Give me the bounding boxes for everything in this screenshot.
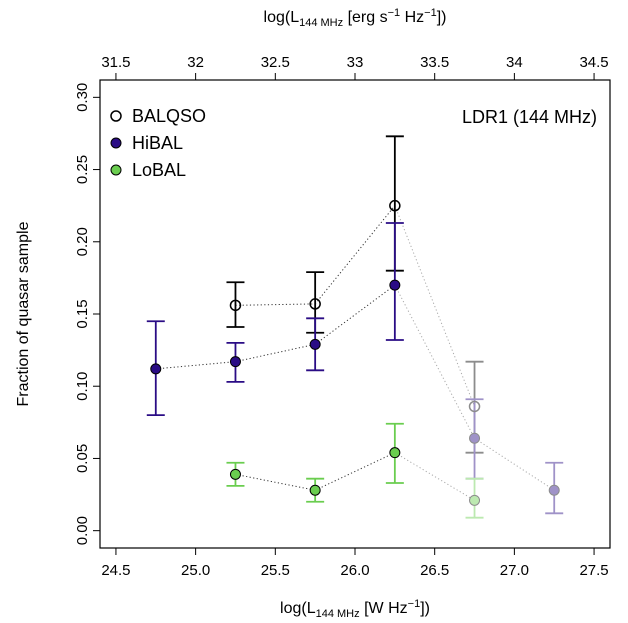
data-point [389,279,401,291]
top-axis-label-post: [erg s [343,9,387,26]
data-point [229,299,242,312]
y-tick-label: 0.05 [74,444,91,473]
x-axis-label-sub: 144 MHz [316,608,360,620]
x-tick-label: 25.0 [181,562,210,579]
top-axis-label: log(L144 MHz [erg s−1 Hz−1]) [264,7,447,29]
data-point [309,298,321,310]
legend-marker [110,137,122,149]
connector-line [155,361,236,370]
data-points [150,199,560,506]
error-bars [146,135,564,519]
y-tick-label: 0.10 [74,372,91,401]
x-axis-label-end: ]) [420,600,430,617]
data-point [309,338,321,350]
top-axis-label-end: ]) [437,9,447,26]
connector-line [235,303,316,306]
x-axis-label: log(L144 MHz [W Hz−1]) [280,598,430,620]
y-tick-label: 0.20 [74,227,91,256]
connector-line [235,343,316,363]
top-tick-label: 33 [347,54,364,71]
connector-line [394,452,475,501]
x-tick-label: 25.5 [261,562,290,579]
x-axis-label-sup: −1 [408,598,421,610]
y-tick-label: 0.00 [74,516,91,545]
data-point [469,494,481,506]
top-axis-label-mid: Hz [400,9,424,26]
y-tick-label: 0.25 [74,155,91,184]
x-tick-label: 27.0 [500,562,529,579]
legend-marker [110,164,122,176]
top-axis-label-sup2: −1 [424,7,437,19]
series-lines [155,205,555,501]
connector-line [394,205,475,407]
connector-line [235,473,316,491]
chart-annotation: LDR1 (144 MHz) [462,107,597,127]
data-point [229,468,241,480]
data-point [150,363,162,375]
connector-line [314,284,396,345]
top-tick-label: 32.5 [261,54,290,71]
y-axis-label: Fraction of quasar sample [15,221,32,406]
data-point [389,447,401,459]
top-tick-label: 34 [506,54,523,71]
x-axis-label-post: [W Hz [360,600,408,617]
y-tick-label: 0.30 [74,83,91,112]
legend-marker [110,110,122,122]
x-tick-label: 26.5 [420,562,449,579]
x-tick-label: 27.5 [579,562,608,579]
legend: BALQSO HiBAL LoBAL [110,106,206,180]
y-tick-label: 0.15 [74,299,91,328]
legend-label: HiBAL [132,133,183,153]
connector-line [394,284,475,439]
legend-label: LoBAL [132,160,186,180]
data-point [229,356,241,368]
data-point [469,432,481,444]
data-point [309,484,321,496]
legend-label: BALQSO [132,106,206,126]
data-point [468,400,481,413]
top-tick-label: 34.5 [579,54,608,71]
connector-line [314,452,396,491]
top-tick-label: 32 [187,54,204,71]
connector-line [314,205,396,305]
connector-line [474,437,555,491]
x-axis-label-pre: log(L [280,600,316,617]
axes: 24.5 25.0 25.5 26.0 26.5 27.0 27.5 31.5 32 32.5 33… [74,54,609,579]
x-tick-label: 26.0 [340,562,369,579]
top-axis-label-sub: 144 MHz [299,17,343,29]
top-axis-label-sup1: −1 [388,7,401,19]
top-tick-label: 31.5 [101,54,130,71]
data-point [389,199,401,212]
data-point [548,484,560,496]
top-tick-label: 33.5 [420,54,449,71]
x-tick-label: 24.5 [101,562,130,579]
top-axis-label-pre: log(L [264,9,300,26]
